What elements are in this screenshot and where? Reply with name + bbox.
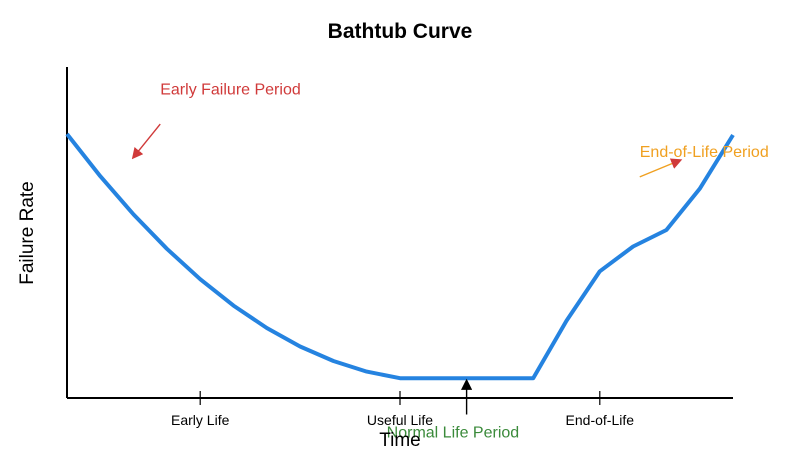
annotation-label: End-of-Life Period (640, 144, 769, 161)
annotation-arrow (131, 123, 161, 160)
y-axis-label: Failure Rate (17, 181, 38, 285)
failure-rate-line (65, 132, 735, 381)
annotations: Early Failure Period Normal Life Period En… (131, 81, 769, 442)
chart-title: Bathtub Curve (328, 20, 473, 43)
x-axis-label: Time (379, 430, 421, 451)
x-tick-label: Useful Life (367, 412, 433, 428)
annotation-arrow (639, 158, 683, 178)
x-ticks: Early Life Useful Life End-of-Life (171, 391, 634, 428)
annotation-label: Normal Life Period (387, 425, 520, 442)
x-tick-label: End-of-Life (566, 412, 635, 428)
x-tick-label: Early Life (171, 412, 230, 428)
annotation-label: Early Failure Period (160, 81, 300, 98)
